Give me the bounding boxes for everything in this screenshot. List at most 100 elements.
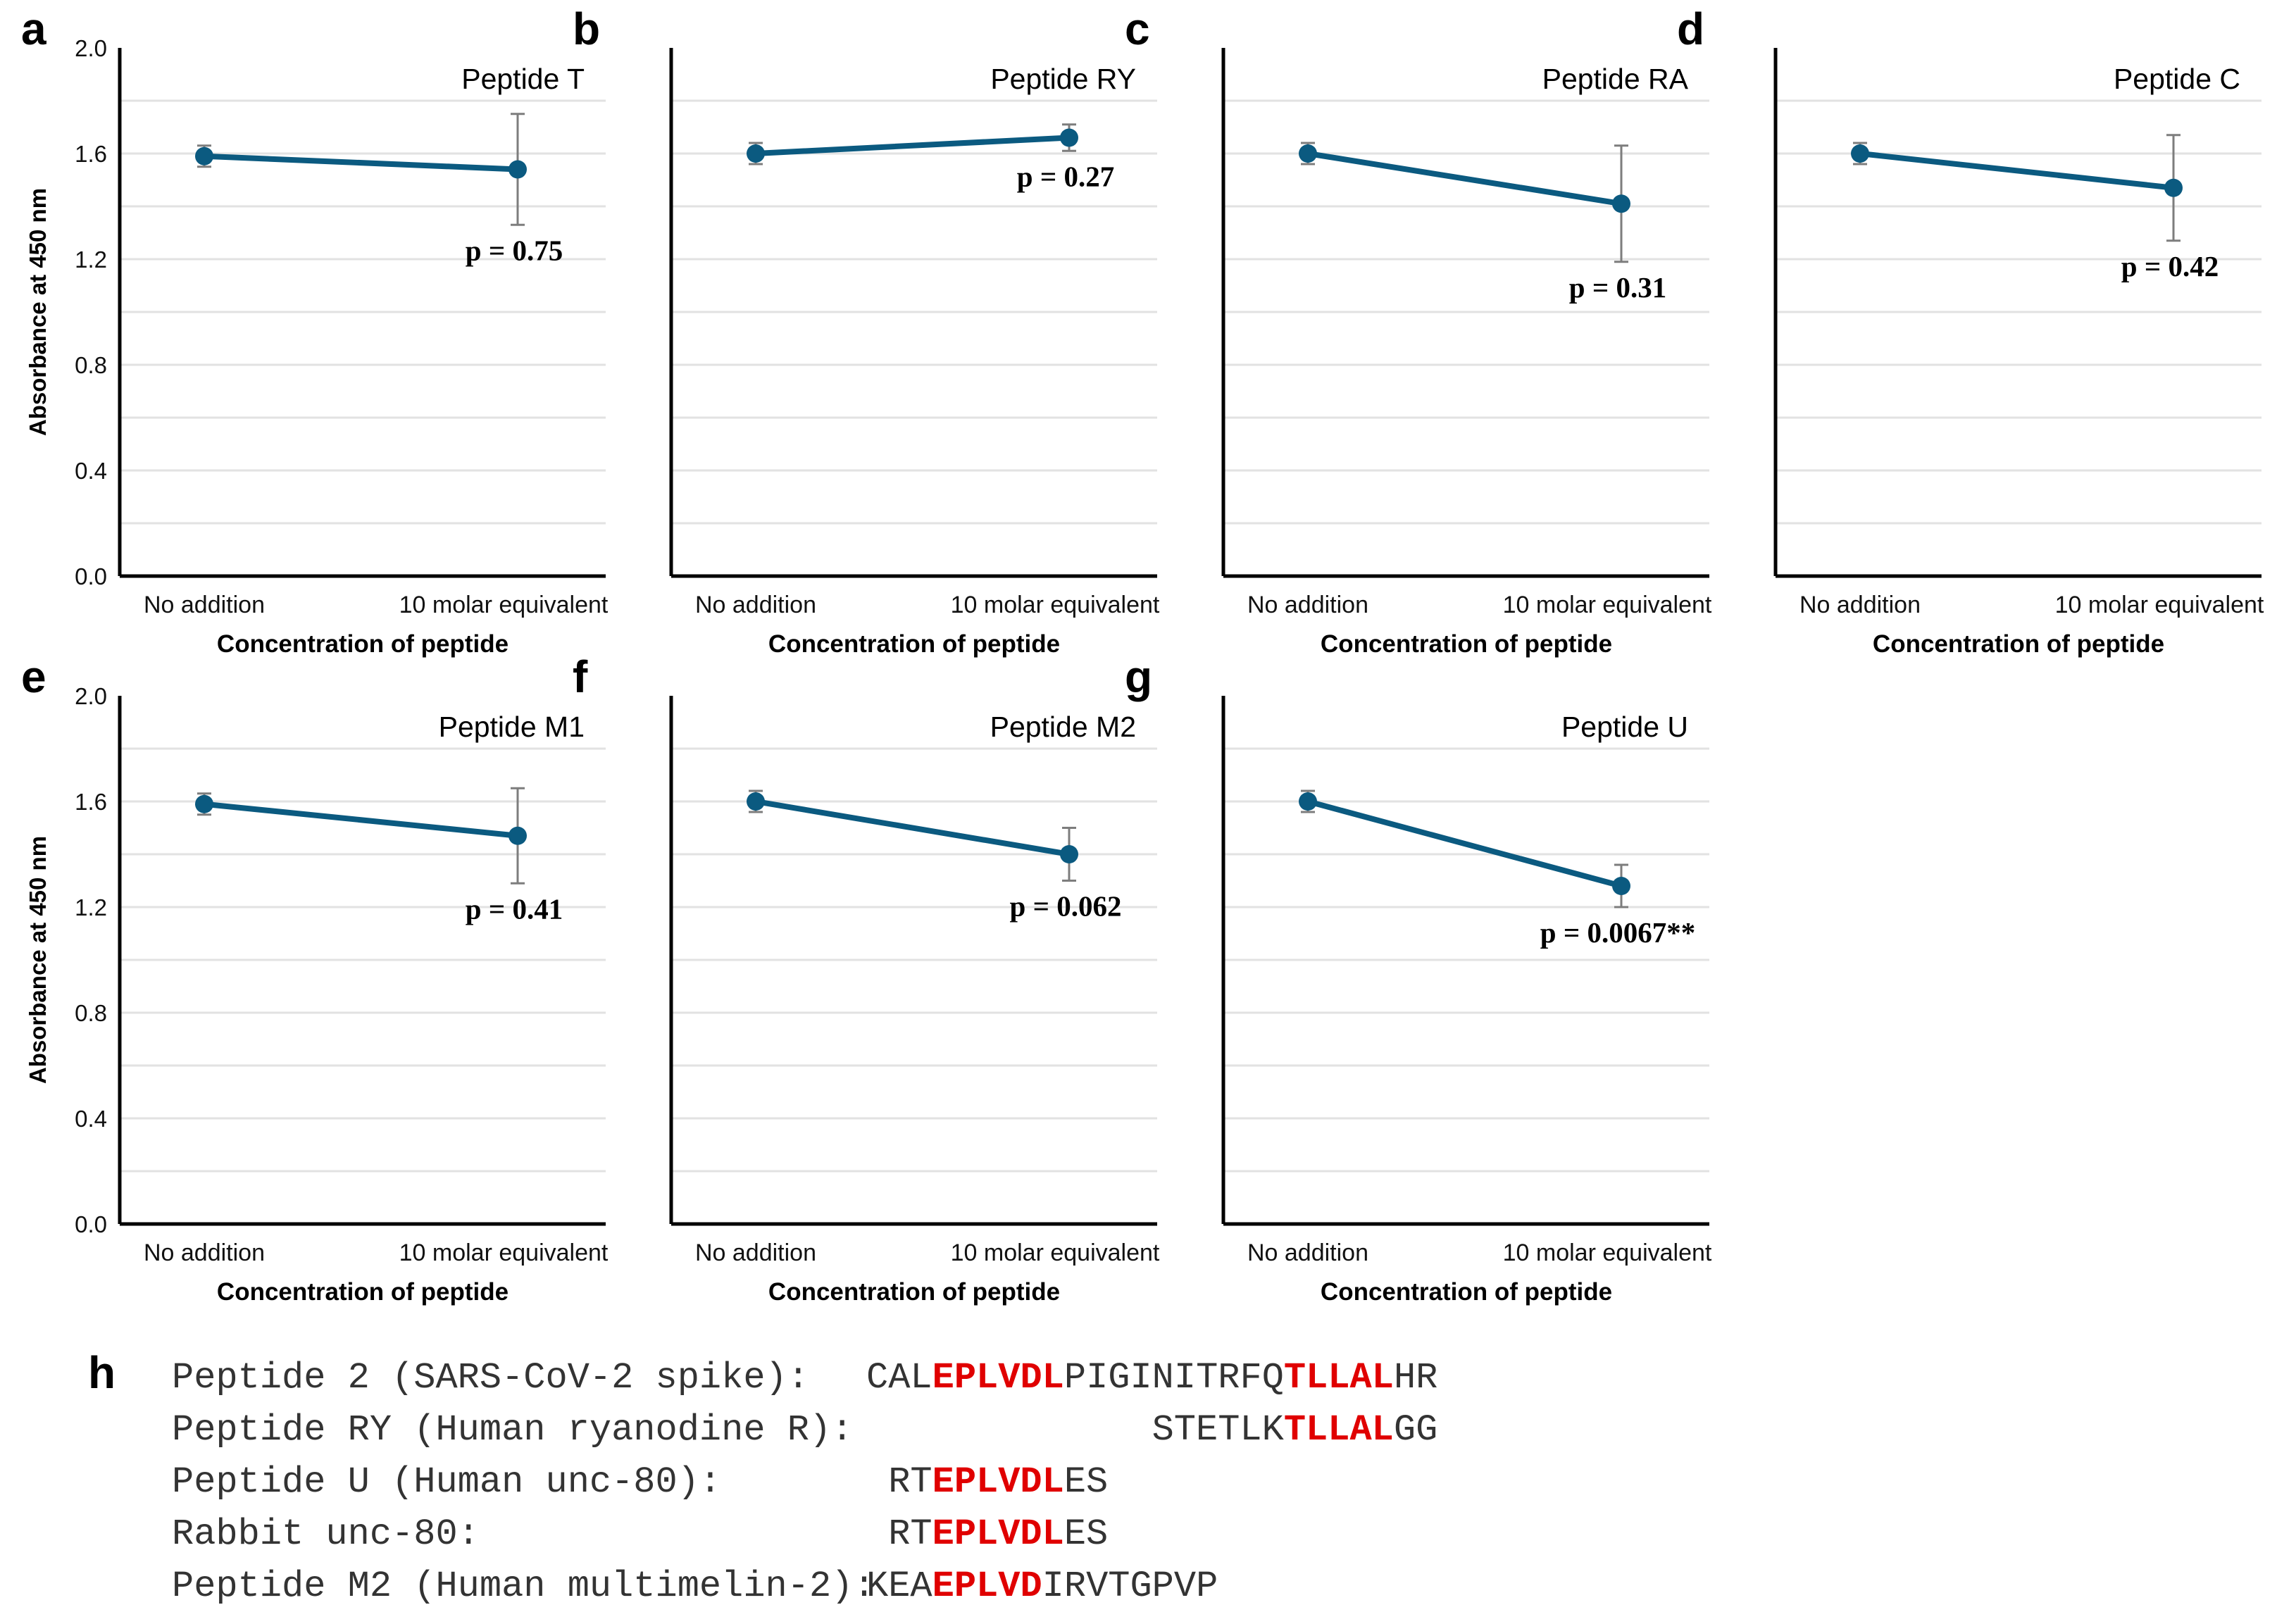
panel-letter-d: d [1677, 4, 1704, 54]
panel-letter-f: f [573, 651, 588, 702]
alignment-row-label: Peptide RY (Human ryanodine R): [172, 1409, 854, 1451]
p-value-annotation: p = 0.75 [466, 234, 563, 266]
p-value-annotation: p = 0.27 [1017, 160, 1114, 192]
chart-title: Peptide U [1561, 711, 1688, 743]
y-tick-label: 1.2 [75, 894, 107, 920]
x-tick-label: 10 molar equivalent [951, 1239, 1160, 1266]
chart-title: Peptide M2 [990, 711, 1136, 743]
x-tick-label: 10 molar equivalent [2055, 592, 2264, 618]
data-point [1060, 845, 1078, 863]
data-point [1612, 194, 1630, 213]
conserved-motif: EPLVDL [932, 1513, 1064, 1555]
chart-panel-b: b No addition 10 molar equivalent Concentra… [573, 4, 1160, 658]
y-tick-label: 1.6 [75, 141, 107, 167]
chart-panel-g: g No addition 10 molar equivalent Concentra… [1125, 651, 1712, 1306]
y-tick-label: 0.8 [75, 352, 107, 378]
data-point [509, 160, 527, 179]
chart-title: Peptide M1 [439, 711, 585, 743]
alignment-row-label: Peptide 2 (SARS-CoV-2 spike): [172, 1357, 809, 1399]
sequence-segment: ES [1063, 1461, 1109, 1503]
x-axis-label: Concentration of peptide [217, 630, 509, 658]
alignment-row-sequence: CALEPLVDLPIGINITRFQTLLALHR [866, 1352, 1437, 1404]
panel-letter-c: c [1125, 4, 1150, 54]
x-tick-label: 10 molar equivalent [399, 1239, 609, 1266]
x-tick-label: No addition [144, 1239, 265, 1266]
data-point [195, 794, 213, 813]
x-axis-label: Concentration of peptide [1321, 630, 1612, 658]
panel-letter-h: h [88, 1347, 116, 1398]
x-axis-label: Concentration of peptide [768, 630, 1060, 658]
data-point [2164, 178, 2183, 197]
sequence-alignment: h Peptide 2 (SARS-CoV-2 spike): CALEPLVDL… [0, 1338, 2277, 1624]
conserved-motif: EPLVDL [932, 1357, 1064, 1399]
series-line [201, 153, 520, 173]
series-line [753, 135, 1072, 156]
conserved-motif: TLLAL [1283, 1409, 1394, 1451]
y-tick-label: 1.6 [75, 789, 107, 815]
series-line [1305, 799, 1624, 889]
alignment-row-label: Rabbit unc-80: [172, 1513, 480, 1555]
y-tick-label: 0.0 [75, 563, 107, 589]
x-tick-label: No addition [695, 1239, 816, 1266]
series-line [753, 799, 1072, 857]
data-point [1060, 128, 1078, 147]
x-tick-label: 10 molar equivalent [399, 592, 609, 618]
data-point [1299, 144, 1317, 163]
conserved-motif: EPLVDL [932, 1461, 1064, 1503]
x-axis-label: Concentration of peptide [768, 1278, 1060, 1306]
y-axis-label: Absorbance at 450 nm [25, 188, 51, 436]
sequence-segment: PIGINITRFQ [1063, 1357, 1284, 1399]
alignment-row-label: Peptide U (Human unc-80): [172, 1461, 722, 1503]
chart-title: Peptide RA [1542, 63, 1689, 95]
x-tick-label: 10 molar equivalent [1503, 592, 1712, 618]
p-value-annotation: p = 0.0067** [1540, 916, 1695, 949]
series-line [1857, 151, 2176, 191]
x-tick-label: No addition [695, 592, 816, 618]
sequence-segment: IRVTGPVP [1042, 1566, 1218, 1607]
p-value-annotation: p = 0.41 [466, 892, 563, 925]
alignment-row-sequence: RTEPLVDLES [888, 1456, 1108, 1509]
x-tick-label: 10 molar equivalent [1503, 1239, 1712, 1266]
chart-panel-a: a 0.0 0.4 0.8 1.2 1.6 2.0 Absorbance at 450 nm N… [21, 4, 609, 658]
alignment-row-sequence: RTEPLVDLES [888, 1509, 1108, 1561]
conserved-motif: TLLAL [1283, 1357, 1394, 1399]
data-point [1299, 792, 1317, 811]
y-tick-label: 0.8 [75, 1000, 107, 1026]
y-tick-label: 1.2 [75, 246, 107, 273]
x-tick-label: No addition [1799, 592, 1921, 618]
y-tick-label: 2.0 [75, 35, 107, 61]
sequence-segment: STETLK [1152, 1409, 1284, 1451]
p-value-annotation: p = 0.42 [2121, 250, 2219, 282]
sequence-segment: RT [888, 1513, 932, 1555]
alignment-row-sequence: STETLKTLLALGG [1152, 1404, 1438, 1456]
x-axis-label: Concentration of peptide [1873, 630, 2164, 658]
x-tick-label: 10 molar equivalent [951, 592, 1160, 618]
data-point [1851, 144, 1869, 163]
panel-letter-b: b [573, 4, 600, 54]
chart-panel-c: c No addition 10 molar equivalent Concentra… [1125, 4, 1712, 658]
y-tick-label: 2.0 [75, 683, 107, 709]
x-axis-label: Concentration of peptide [1321, 1278, 1612, 1306]
y-tick-label: 0.0 [75, 1211, 107, 1237]
alignment-row-label: Peptide M2 (Human multimelin-2): [172, 1566, 875, 1607]
chart-title: Peptide T [461, 63, 585, 95]
p-value-annotation: p = 0.31 [1569, 271, 1666, 304]
sequence-segment: CAL [866, 1357, 932, 1399]
sequence-segment: HR [1393, 1357, 1438, 1399]
panel-letter-g: g [1125, 651, 1152, 702]
chart-title: Peptide RY [990, 63, 1136, 95]
panel-letter-a: a [21, 4, 46, 54]
y-axis-label: Absorbance at 450 nm [25, 836, 51, 1084]
chart-panel-f: f No addition 10 molar equivalent Concentra… [573, 651, 1160, 1306]
data-point [1612, 877, 1630, 895]
chart-panel-e: e 0.0 0.4 0.8 1.2 1.6 2.0 Absorbance at 450 nm N… [21, 651, 609, 1306]
sequence-segment: ES [1063, 1513, 1109, 1555]
x-tick-label: No addition [144, 592, 265, 618]
x-tick-label: No addition [1247, 592, 1368, 618]
alignment-row-sequence: KEAEPLVDIRVTGPVP [866, 1561, 1218, 1613]
y-tick-label: 0.4 [75, 1106, 107, 1132]
x-axis-label: Concentration of peptide [217, 1278, 509, 1306]
conserved-motif: EPLVD [932, 1566, 1042, 1607]
y-tick-label: 0.4 [75, 458, 107, 484]
sequence-segment: GG [1393, 1409, 1438, 1451]
